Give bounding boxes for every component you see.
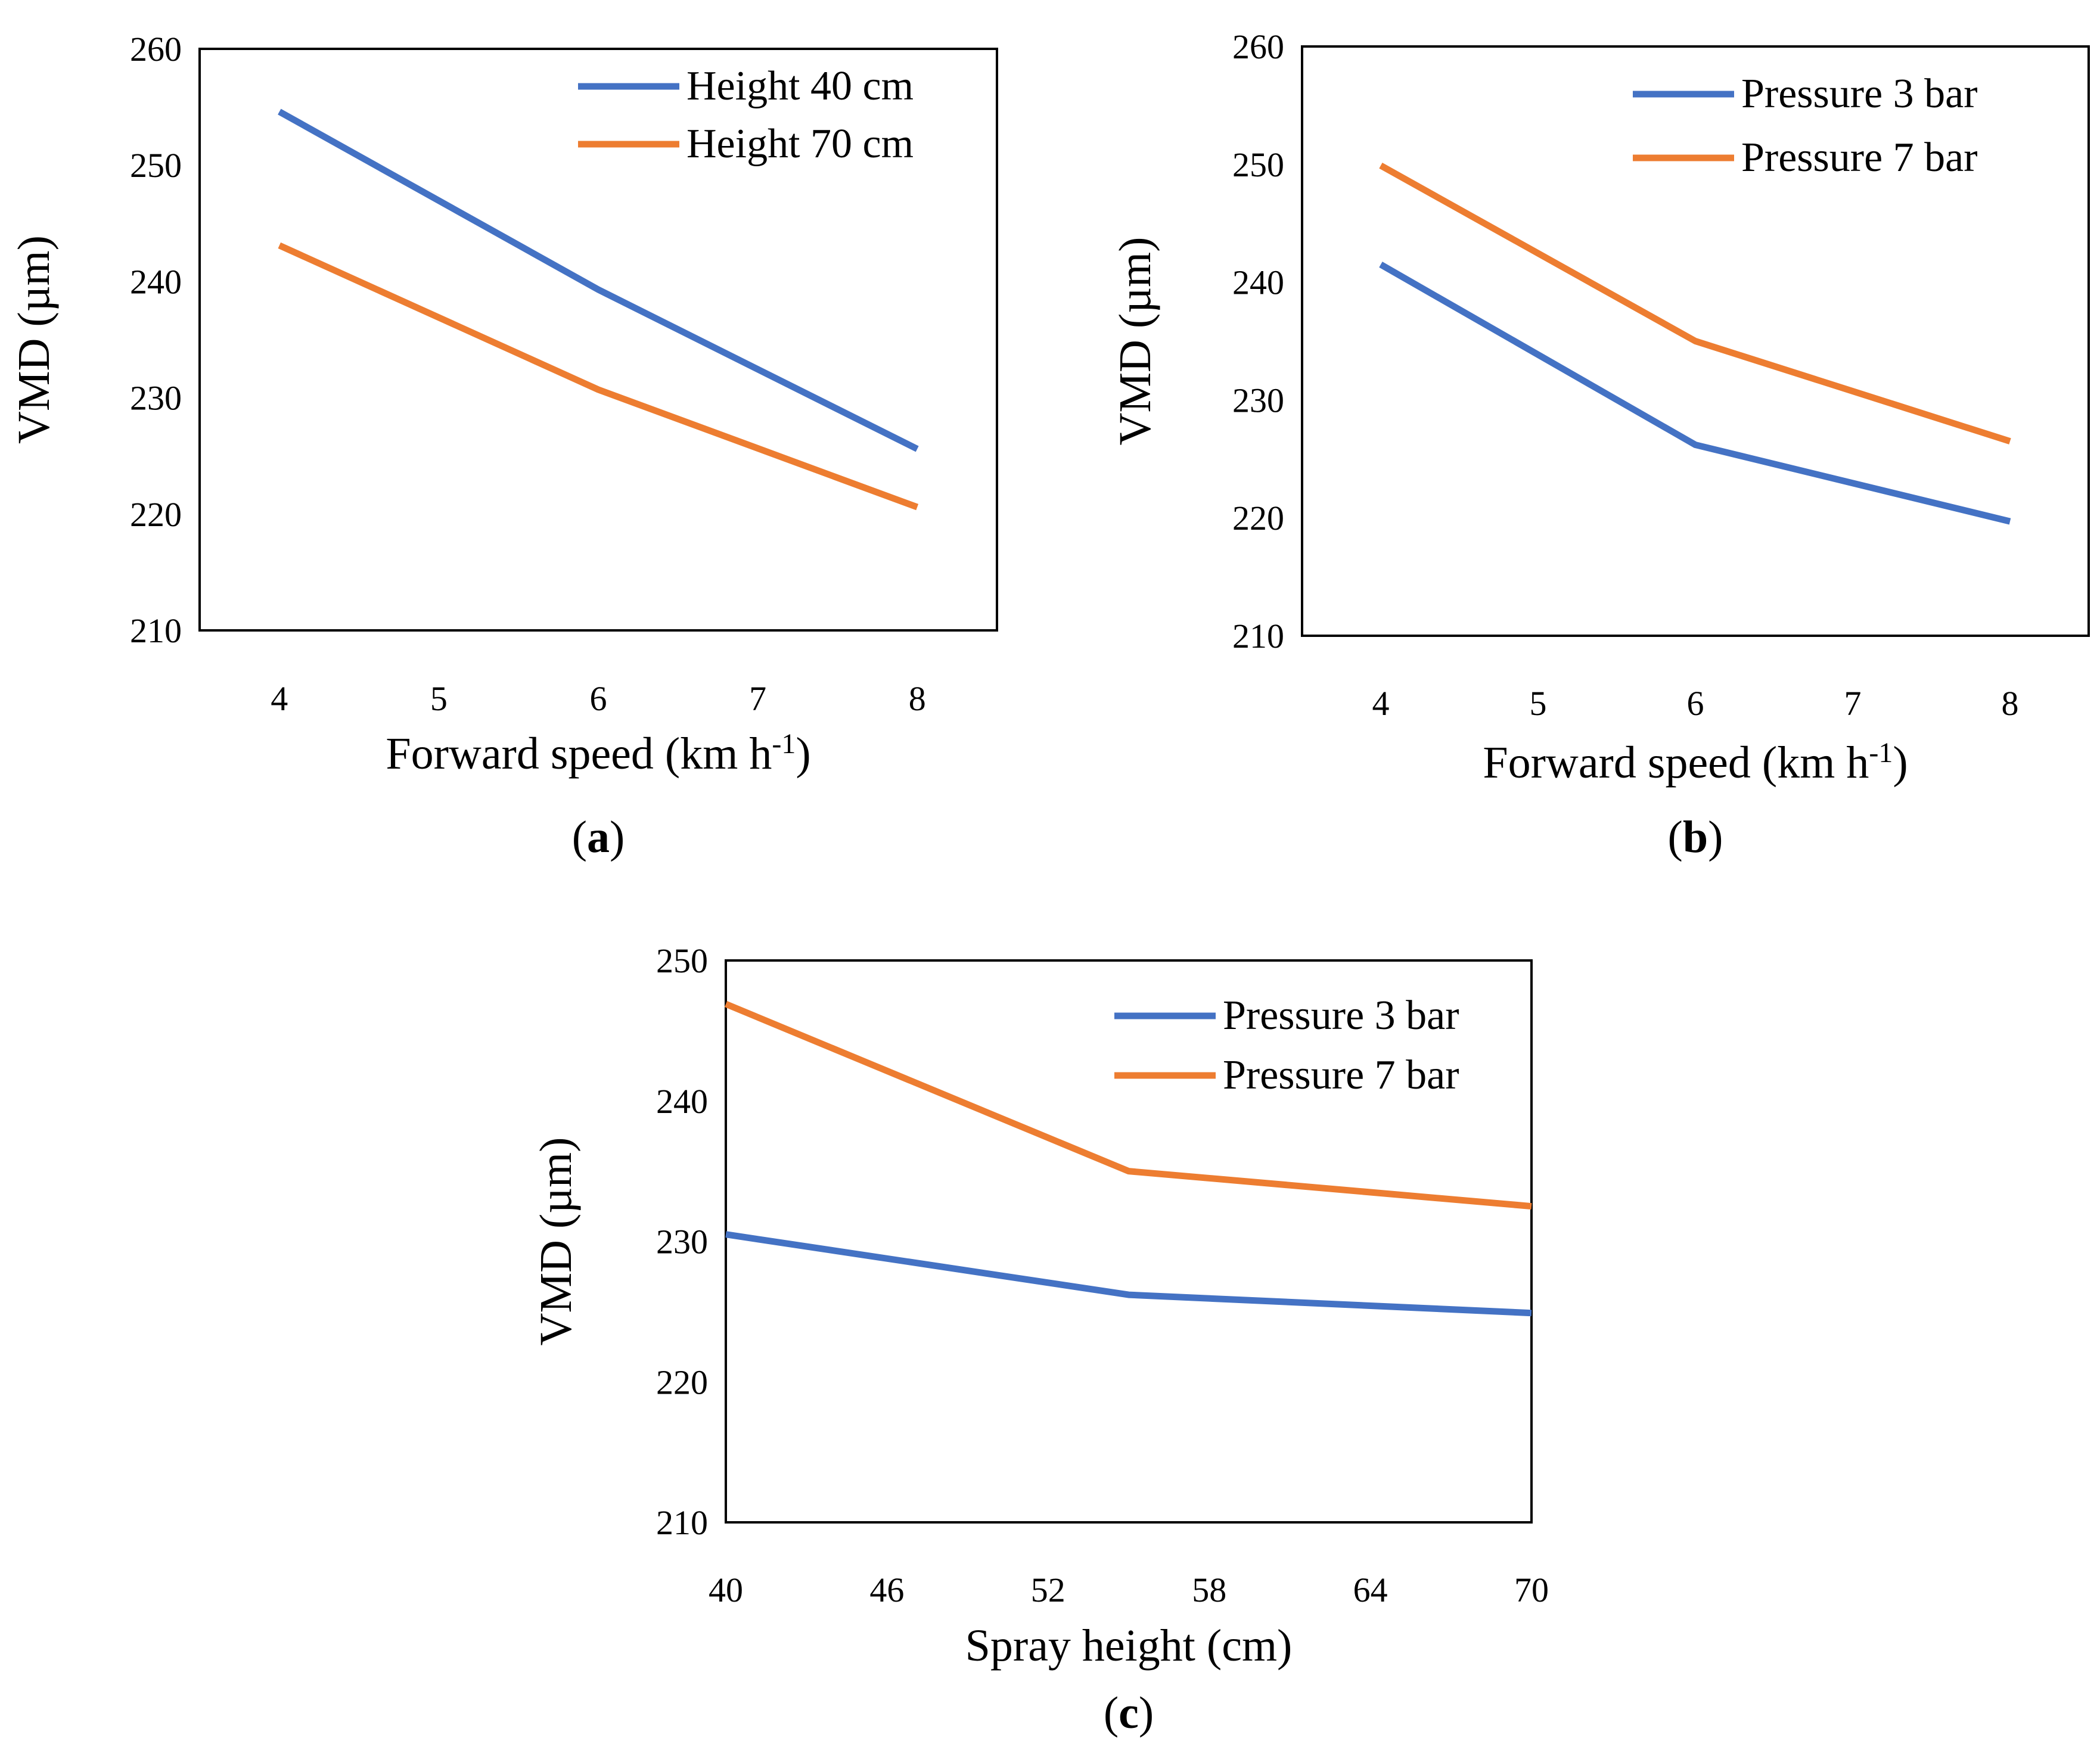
x-tick-label: 7 — [749, 679, 766, 718]
x-axis-title-text: Forward speed (km h — [1483, 738, 1869, 788]
x-axis-title-text: Forward speed (km h — [386, 729, 772, 779]
x-tick-label: 6 — [590, 679, 607, 718]
plot-frame — [1301, 45, 2090, 637]
plot-frame — [725, 959, 1533, 1524]
x-axis-title: Forward speed (km h-1) — [386, 728, 810, 779]
series-line-2 — [1379, 162, 2011, 444]
legend-entry-1: Pressure 3 bar — [1223, 993, 1459, 1039]
panel-label: (a) — [572, 812, 625, 862]
x-tick-label: 5 — [430, 679, 448, 718]
y-tick-label: 260 — [1232, 27, 1284, 66]
y-axis-title: VMD (µm) — [1110, 237, 1160, 446]
y-axis-title: VMD (µm) — [9, 235, 59, 444]
legend-entry-2: Pressure 7 bar — [1741, 135, 1978, 181]
chart-panel-a: 210 220 230 240 250 260 4 5 6 7 8 Forward speed (km… — [9, 30, 998, 862]
y-tick-label: 220 — [656, 1363, 708, 1401]
x-tick-label: 4 — [271, 679, 288, 718]
x-axis-title-close: ) — [1893, 738, 1908, 788]
x-tick-label: 70 — [1514, 1571, 1549, 1609]
chart-panel-c: 210 220 230 240 250 40 46 52 58 64 70 Spray height … — [531, 941, 1549, 1738]
legend-entry-2: Pressure 7 bar — [1223, 1052, 1459, 1098]
series-line-2 — [278, 242, 919, 511]
x-tick-label: 46 — [869, 1571, 904, 1609]
x-tick-label: 5 — [1530, 684, 1547, 723]
series-line-1 — [278, 108, 919, 452]
y-axis-title: VMD (µm) — [531, 1137, 581, 1346]
y-tick-label: 230 — [130, 379, 182, 418]
x-tick-label: 6 — [1687, 684, 1704, 723]
legend-entry-1: Pressure 3 bar — [1741, 71, 1978, 117]
x-tick-label: 40 — [709, 1571, 743, 1609]
y-tick-label: 250 — [1232, 145, 1284, 184]
x-tick-label: 52 — [1031, 1571, 1065, 1609]
y-tick-label: 240 — [1232, 263, 1284, 302]
x-axis-title-superscript: -1 — [772, 728, 796, 760]
legend-entry-2: Height 70 cm — [686, 121, 914, 167]
chart-panel-b: 210 220 230 240 250 260 4 5 6 7 8 Forward speed (km… — [1110, 27, 2090, 862]
y-tick-label: 210 — [656, 1503, 708, 1542]
y-tick-label: 250 — [130, 146, 182, 185]
y-tick-label: 240 — [656, 1082, 708, 1121]
y-tick-label: 260 — [130, 30, 182, 69]
y-tick-label: 230 — [1232, 381, 1284, 419]
series-line-1 — [1379, 262, 2011, 525]
x-tick-label: 58 — [1192, 1571, 1226, 1609]
x-axis-title-text: Spray height (cm) — [965, 1621, 1293, 1671]
x-tick-label: 64 — [1353, 1571, 1388, 1609]
plot-frame — [198, 48, 998, 632]
y-tick-label: 230 — [656, 1223, 708, 1261]
panel-label: (c) — [1104, 1688, 1154, 1738]
series-line-1 — [725, 1231, 1532, 1317]
x-axis-title-close: ) — [796, 729, 810, 779]
x-axis-title-superscript: -1 — [1869, 737, 1893, 769]
x-axis-title: Spray height (cm) — [965, 1621, 1293, 1671]
y-tick-label: 220 — [1232, 499, 1284, 537]
legend-entry-1: Height 40 cm — [686, 63, 914, 109]
series-line-2 — [724, 1001, 1532, 1210]
x-tick-label: 7 — [1844, 684, 1862, 723]
x-axis-title: Forward speed (km h-1) — [1483, 737, 1908, 788]
x-tick-label: 8 — [2002, 684, 2019, 723]
y-tick-label: 210 — [1232, 617, 1284, 655]
panel-label: (b) — [1668, 812, 1723, 862]
x-tick-label: 8 — [909, 679, 926, 718]
y-tick-label: 240 — [130, 262, 182, 301]
y-tick-label: 250 — [656, 941, 708, 980]
x-tick-label: 4 — [1372, 684, 1390, 723]
y-tick-label: 210 — [130, 611, 182, 650]
y-tick-label: 220 — [130, 495, 182, 534]
